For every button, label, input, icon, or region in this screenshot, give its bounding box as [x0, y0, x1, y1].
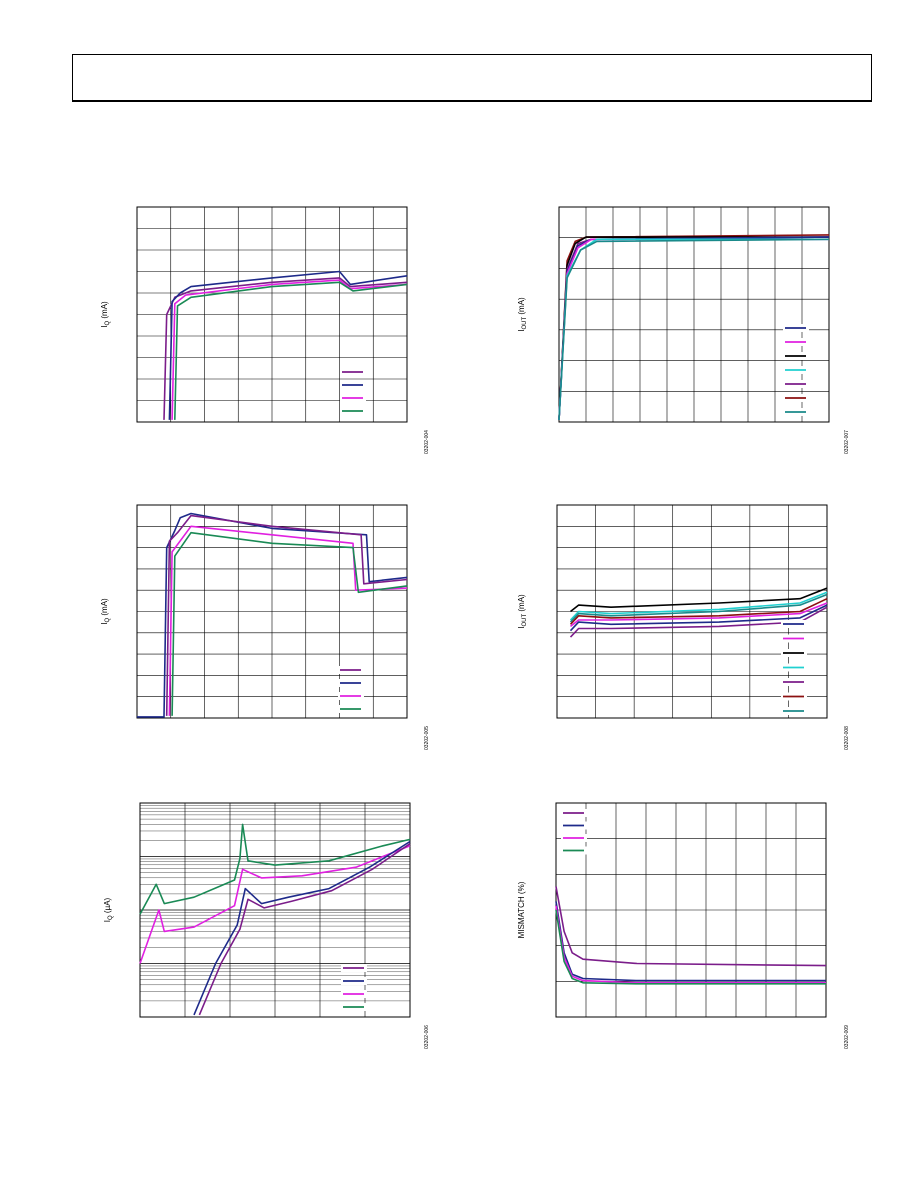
- y-axis-label: IOUT (mA): [517, 594, 528, 629]
- series-line-7: [558, 238, 830, 420]
- series-line-4: [171, 531, 408, 716]
- figure-code: 03202-004: [424, 430, 430, 454]
- series-line-3: [569, 593, 828, 623]
- series-line-7: [569, 606, 828, 638]
- series-line-2: [139, 845, 411, 964]
- series-line-1: [137, 512, 408, 718]
- page-header-box: [72, 54, 872, 102]
- series-line-4: [174, 281, 408, 420]
- series-line-1: [570, 587, 828, 613]
- chart-3: IQ (mA) 03202-005: [100, 504, 430, 750]
- y-axis-label: IOUT (mA): [517, 297, 528, 332]
- figure-code: 03202-008: [844, 726, 850, 750]
- series-line-1: [555, 886, 827, 967]
- series-line-5: [570, 602, 828, 628]
- legend: [561, 809, 587, 855]
- series-line-1: [163, 277, 408, 420]
- series-line-3: [193, 840, 411, 1016]
- chart-6: MISMATCH (%) 03202-009: [517, 802, 850, 1049]
- figure-code: 03202-005: [424, 726, 430, 750]
- y-axis-label: IQ (µA): [103, 897, 114, 922]
- legend: [338, 666, 364, 713]
- series-line-4: [198, 843, 411, 1016]
- legend: [783, 324, 809, 416]
- legend: [341, 964, 367, 1011]
- series-line-2: [165, 514, 408, 716]
- series-line-2: [168, 270, 408, 420]
- chart-5: IQ (µA) 03202-006: [103, 802, 430, 1049]
- figure-code: 03202-006: [424, 1025, 430, 1049]
- series-line-6: [569, 604, 828, 632]
- y-axis-label: MISMATCH (%): [517, 881, 526, 938]
- series-line-4: [555, 909, 826, 985]
- gridlines: [137, 207, 407, 422]
- figure-code: 03202-007: [844, 430, 850, 454]
- chart-4: IOUT (mA) 03202-008: [517, 504, 850, 750]
- figure-code: 03202-009: [844, 1025, 850, 1049]
- y-axis-label: IQ (mA): [100, 301, 111, 328]
- chart-1: IQ (mA) 03202-004: [100, 206, 430, 454]
- series-line-3: [168, 525, 408, 716]
- series-line-4: [569, 597, 828, 625]
- gridlines: [140, 803, 410, 1018]
- series-line-1: [139, 823, 411, 915]
- y-axis-label: IQ (mA): [100, 598, 111, 625]
- legend: [781, 620, 807, 715]
- series-line-2: [569, 591, 828, 621]
- legend: [340, 368, 366, 415]
- chart-2: IOUT (mA) 03202-007: [517, 206, 850, 454]
